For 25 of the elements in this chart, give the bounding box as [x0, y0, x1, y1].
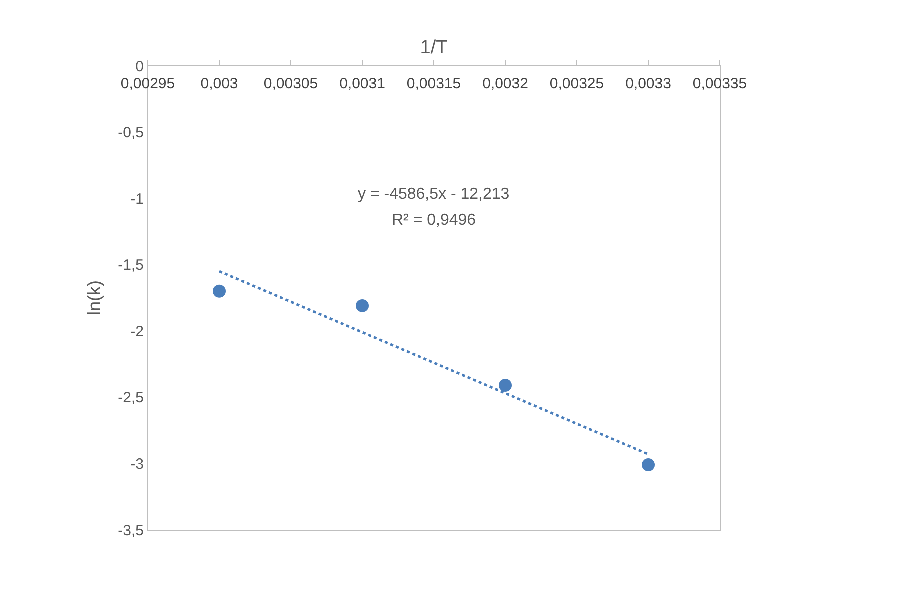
x-tick-label: 0,0032 [482, 76, 528, 92]
x-axis-title: 1/T [420, 37, 448, 58]
point [213, 284, 226, 298]
x-tick-label: 0,00315 [406, 76, 462, 92]
y-tick-label: -0,5 [118, 124, 144, 142]
y-tick-label: -3 [130, 456, 144, 473]
point [499, 379, 512, 392]
x-tick-label: 0,00335 [692, 76, 748, 92]
x-tick-label: 0,00295 [120, 76, 176, 92]
x-tick-label: 0,00325 [550, 76, 604, 92]
y-axis-title: ln(k) [84, 280, 104, 316]
y-tick-label: -2,5 [118, 390, 144, 407]
x-tick-label: 0,0033 [626, 76, 672, 92]
x-tick-label: 0,0031 [340, 76, 386, 92]
annotation: R² = 0,9496 [392, 212, 476, 229]
x-tick-label: 0,003 [200, 76, 238, 92]
y-tick-label: -3,5 [118, 522, 144, 540]
x-tick-label: 0,00305 [264, 76, 318, 92]
y-tick-label: -1,5 [118, 257, 144, 274]
y-tick-label: -1 [130, 190, 144, 208]
y-tick-label: 0 [136, 58, 144, 76]
point [642, 458, 655, 472]
point [356, 299, 369, 312]
y-tick-label: -2 [130, 323, 144, 340]
annotation: y = -4586,5x - 12,213 [358, 186, 510, 203]
